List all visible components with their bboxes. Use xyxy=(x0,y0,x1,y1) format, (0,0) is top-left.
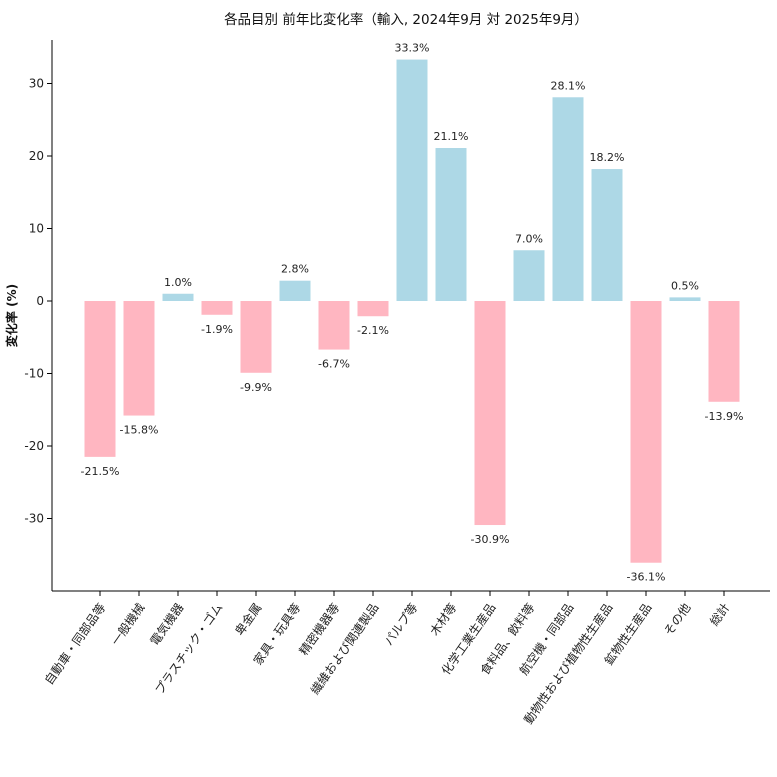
data-label: -2.1% xyxy=(357,324,389,337)
bar-4 xyxy=(201,301,233,315)
y-tick-label: -30 xyxy=(24,512,44,526)
y-tick-label: -20 xyxy=(24,439,44,453)
y-tick-label: 20 xyxy=(29,149,44,163)
bar-11 xyxy=(474,301,506,526)
data-label: 2.8% xyxy=(281,263,309,276)
x-category-label: 一般機械 xyxy=(108,600,148,648)
data-label: -15.8% xyxy=(120,424,159,437)
y-tick-label: 0 xyxy=(36,294,44,308)
data-label: -13.9% xyxy=(705,410,744,423)
y-tick-label: 10 xyxy=(29,222,44,236)
data-label: -6.7% xyxy=(318,358,350,371)
x-category-label: 卑金属 xyxy=(232,600,265,638)
data-label: 18.2% xyxy=(590,151,625,164)
bars xyxy=(84,59,740,563)
data-label: -1.9% xyxy=(201,323,233,336)
x-category-label: パルプ等 xyxy=(381,601,420,648)
y-axis-ticks: -30 -20 -10 0 10 20 30 xyxy=(24,77,52,526)
y-axis-label: 変化率 (%) xyxy=(4,284,19,347)
bar-5 xyxy=(240,301,272,373)
x-category-label: その他 xyxy=(661,601,693,639)
bar-16 xyxy=(669,297,701,301)
bar-1 xyxy=(84,301,116,457)
data-label: -21.5% xyxy=(81,465,120,478)
bar-9 xyxy=(396,59,428,302)
bar-8 xyxy=(357,301,389,317)
bar-14 xyxy=(591,169,623,301)
bar-17 xyxy=(708,301,740,402)
bar-6 xyxy=(279,280,311,301)
data-label: -9.9% xyxy=(240,381,272,394)
bar-7 xyxy=(318,301,350,350)
x-category-label: 総計 xyxy=(706,600,732,628)
bar-10 xyxy=(435,148,467,301)
y-tick-label: -10 xyxy=(24,367,44,381)
bar-15 xyxy=(630,301,662,563)
data-label: 21.1% xyxy=(434,130,469,143)
data-label: 1.0% xyxy=(164,276,192,289)
data-label: 0.5% xyxy=(671,279,699,292)
data-label: -36.1% xyxy=(627,571,666,584)
y-tick-label: 30 xyxy=(29,77,44,91)
data-label: 28.1% xyxy=(551,79,586,92)
bar-12 xyxy=(513,250,545,301)
chart-title: 各品目別 前年比変化率（輸入, 2024年9月 対 2025年9月） xyxy=(224,11,588,28)
bar-13 xyxy=(552,97,584,302)
bar-3 xyxy=(162,293,194,301)
data-labels: -21.5% -15.8% 1.0% -1.9% -9.9% 2.8% -6.7% -2.1%… xyxy=(81,42,744,584)
x-category-label: プラスチック・ゴム xyxy=(151,600,225,697)
x-category-label: 電気機器 xyxy=(147,600,187,648)
x-category-label: 自動車・同部品等 xyxy=(41,600,108,687)
data-label: -30.9% xyxy=(471,533,510,546)
x-category-label: 木材等 xyxy=(427,601,459,639)
data-label: 33.3% xyxy=(395,42,430,55)
bar-2 xyxy=(123,301,155,416)
data-label: 7.0% xyxy=(515,232,543,245)
x-category-label: 繊維および関連製品 xyxy=(308,601,381,698)
